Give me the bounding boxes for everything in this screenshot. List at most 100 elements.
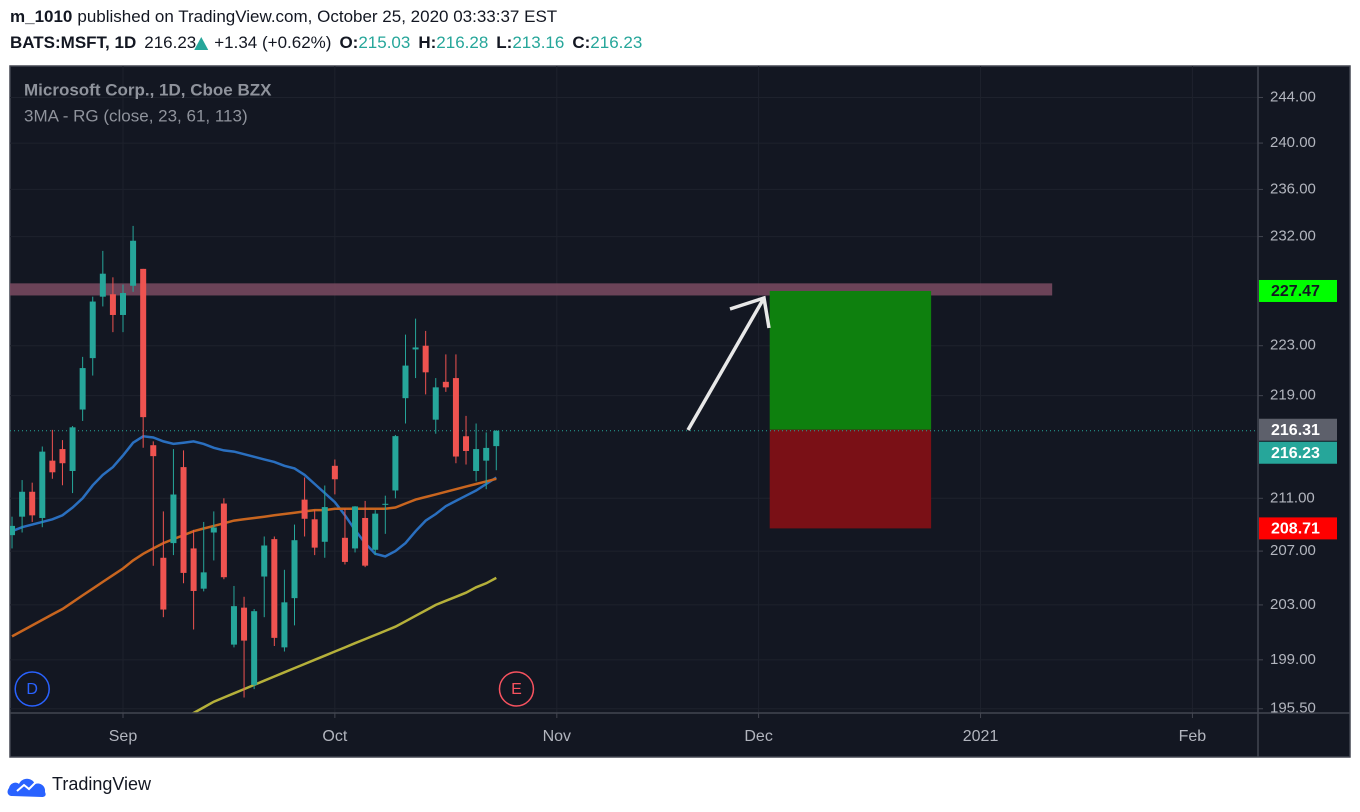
candle-body: [442, 381, 449, 388]
x-tick-label: Dec: [744, 728, 772, 745]
candle-body: [10, 525, 16, 536]
candle-body: [281, 602, 288, 648]
y-tick-label: 207.00: [1270, 542, 1316, 559]
candle-body: [190, 548, 197, 591]
tradingview-logo: [7, 778, 46, 797]
high-label: H:: [418, 33, 436, 52]
publish-info: published on TradingView.com, October 25…: [77, 7, 557, 26]
brand: TradingView: [52, 774, 152, 794]
y-tick-label: 223.00: [1270, 337, 1316, 354]
target-price-label: 227.47: [1271, 283, 1320, 300]
event-marker: [14, 671, 50, 707]
user-name: m_1010: [10, 7, 72, 26]
candle-body: [362, 517, 369, 566]
y-tick-label: 211.00: [1270, 489, 1315, 506]
change: +1.34 (+0.62%): [214, 33, 331, 52]
x-tick-label: Oct: [322, 728, 347, 745]
profit-zone: [769, 290, 932, 430]
event-label: E: [511, 681, 522, 698]
candle-body: [160, 557, 167, 610]
y-tick-label: 240.00: [1270, 134, 1316, 151]
candle-body: [321, 507, 328, 542]
candle-body: [230, 606, 237, 645]
candle-body: [69, 427, 76, 471]
candle-body: [493, 430, 500, 447]
candle-body: [392, 436, 399, 491]
candle-body: [452, 378, 459, 457]
candle-body: [251, 611, 258, 685]
stop-price-label: 208.71: [1271, 521, 1320, 538]
y-tick-label: 236.00: [1270, 180, 1316, 197]
candle-body: [483, 447, 490, 461]
candle-body: [261, 545, 268, 577]
open-value: 215.03: [358, 33, 410, 52]
indicator-legend: 3MA - RG (close, 23, 61, 113): [24, 106, 248, 125]
close-value: 216.23: [590, 33, 642, 52]
target-price-label-box: [1259, 279, 1337, 302]
candle-body: [29, 491, 36, 516]
candle-body: [372, 513, 379, 550]
axes: 195.50 199.00 203.00 207.00 211.00 219.00 223.…: [109, 88, 1337, 745]
moving-average: [11, 435, 497, 558]
candle-body: [412, 347, 419, 350]
y-tick-label: 203.00: [1270, 596, 1316, 613]
annotation-arrow: [686, 295, 771, 431]
candle-body: [402, 365, 409, 399]
candle-body: [241, 607, 248, 641]
candle-body: [220, 503, 227, 578]
y-tick-label: 232.00: [1270, 228, 1316, 245]
event-label: D: [26, 681, 38, 698]
moving-average: [11, 477, 497, 638]
candle-body: [49, 460, 56, 473]
candle-body: [180, 467, 187, 573]
last-price-label: 216.23: [1271, 445, 1320, 462]
loss-zone: [769, 429, 932, 529]
candle-body: [382, 503, 389, 505]
candle-body: [301, 499, 308, 519]
publish-line: m_1010 published on TradingView.com, Octo…: [10, 7, 557, 26]
candle-body: [130, 240, 137, 286]
candle-body: [99, 273, 106, 297]
event-marker: [498, 671, 535, 707]
last-price-box: [1259, 441, 1337, 464]
entry-price-label: 216.31: [1271, 422, 1320, 439]
low-value: 213.16: [512, 33, 564, 52]
y-tick-label: 199.00: [1270, 651, 1316, 668]
x-tick-label: Feb: [1179, 728, 1207, 745]
stop-price-label-box: [1259, 517, 1337, 540]
x-tick-label: 2021: [963, 728, 999, 745]
change-arrow: [194, 37, 209, 50]
candle-body: [59, 449, 66, 464]
candle-body: [432, 387, 439, 420]
candle-body: [119, 293, 126, 315]
last-price: 216.23: [144, 33, 196, 52]
candle-body: [210, 527, 217, 533]
low-label: L:: [496, 33, 512, 52]
candle-body: [200, 572, 207, 589]
candle-body: [140, 268, 147, 418]
open-label: O:: [339, 33, 358, 52]
chart-frame: [9, 65, 1351, 758]
moving-average: [190, 576, 497, 713]
candle-body: [271, 539, 278, 638]
symbol-line: BATS:MSFT, 1D 216.23: [10, 33, 196, 52]
logo-line: [16, 781, 37, 792]
candle-body: [150, 445, 157, 457]
candle-body: [463, 436, 470, 451]
close-label: C:: [572, 33, 590, 52]
x-tick-label: Sep: [109, 728, 138, 745]
arrow-head: [729, 295, 771, 329]
high-value: 216.28: [436, 33, 488, 52]
grid: [10, 66, 1258, 713]
candle-body: [311, 519, 318, 548]
chart-title: Microsoft Corp., 1D, Cboe BZX: [24, 80, 272, 99]
arrow-shaft: [686, 297, 766, 431]
candle-body: [170, 494, 177, 544]
candle-body: [109, 294, 116, 315]
candle-body: [473, 449, 480, 471]
ohlc-line: +1.34 (+0.62%) O:215.03 H:216.28 L:213.16 C:…: [214, 33, 642, 52]
candle-body: [39, 451, 46, 518]
candle-body: [89, 301, 96, 359]
y-tick-label: 219.00: [1270, 387, 1316, 404]
